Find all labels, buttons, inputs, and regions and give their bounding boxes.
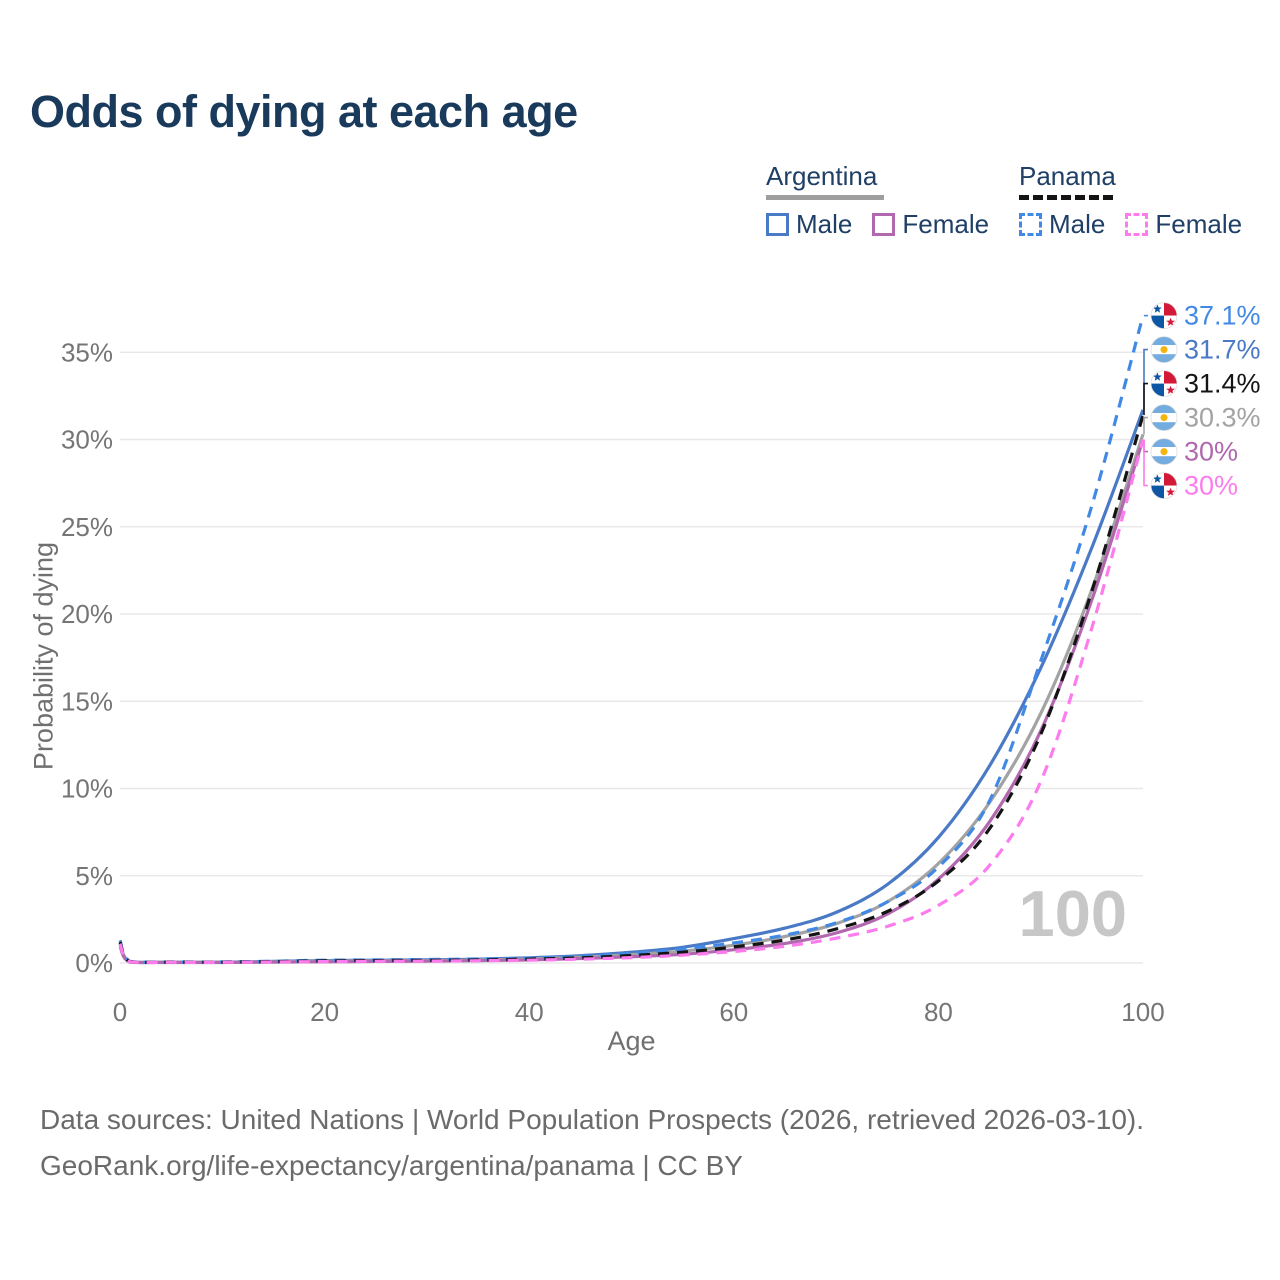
legend-item-panama-male-label: Male [1049,208,1106,239]
x-tick-20: 20 [310,997,339,1027]
legend-swatch-panama-male [1019,212,1042,236]
legend-header-panama-label: Panama [1019,161,1116,191]
footer-data-sources: Data sources: United Nations | World Pop… [40,1104,1145,1135]
legend-underline-argentina [766,194,884,200]
flag-argentina-icon [1150,438,1178,466]
legend-item-argentina-male[interactable]: Male [766,209,852,240]
x-tick-80: 80 [924,997,953,1027]
chart-grid [120,351,1143,964]
x-tick-40: 40 [515,997,544,1027]
flag-argentina-icon [1150,404,1178,432]
footer: Data sources: United Nations | World Pop… [40,1104,1144,1196]
page-title: Odds of dying at each age [30,86,578,137]
legend-item-panama-male[interactable]: Male [1019,209,1105,240]
series-line-panama-female[interactable] [118,439,1145,965]
legend-item-argentina-female[interactable]: Female [872,209,989,240]
legend-item-argentina-female-label: Female [902,208,990,239]
y-tick-35: 35% [61,337,113,367]
y-tick-25: 25% [61,512,113,542]
flag-panama-icon [1150,370,1178,398]
y-tick-20: 20% [61,599,113,629]
leader-line-panama-female [1143,439,1148,487]
legend-group-panama: Panama Male Female [1019,162,1242,240]
legend-swatch-argentina-male [766,212,789,236]
hover-age-watermark: 100 [1018,877,1127,950]
end-label-panama[interactable]: 31.4% [1184,369,1261,399]
legend-item-argentina-male-label: Male [796,208,853,239]
leader-line-panama [1143,382,1148,416]
legend-swatch-panama-female [1125,212,1149,236]
chart-axis-ticks: 0% 5% 10% 15% 20% 25% 30% 35% 0 20 40 60 80 100 [61,337,1165,1027]
legend-group-argentina: Argentina Male Female [766,162,989,240]
end-label-argentina-female[interactable]: 30% [1184,437,1238,467]
footer-attribution: GeoRank.org/life-expectancy/argentina/pa… [40,1150,743,1182]
legend-header-argentina-label: Argentina [766,161,878,191]
leader-line-argentina [1143,416,1148,435]
chart-series-lines [118,315,1145,965]
x-axis-title: Age [607,1026,656,1056]
x-tick-100: 100 [1121,997,1164,1027]
chart-end-annotations: 37.1% 31.7% 31.4% 30.3% 30% 30% [1143,301,1261,501]
legend-item-panama-female-label: Female [1155,208,1243,239]
y-tick-0: 0% [75,948,113,978]
y-tick-15: 15% [61,686,113,716]
end-label-panama-female[interactable]: 30% [1184,471,1238,501]
end-label-argentina-male[interactable]: 31.7% [1184,335,1261,365]
legend-swatch-argentina-female [872,212,896,236]
legend-item-panama-female[interactable]: Female [1125,209,1242,240]
end-label-argentina[interactable]: 30.3% [1184,403,1261,433]
legend-underline-panama [1019,194,1113,200]
x-tick-60: 60 [719,997,748,1027]
y-tick-30: 30% [61,425,113,455]
y-axis-title: Probability of dying [28,541,59,771]
flag-panama-icon [1150,472,1178,500]
x-tick-0: 0 [113,997,127,1027]
legend-header-argentina[interactable]: Argentina [766,162,989,200]
series-line-argentina-male[interactable] [118,409,1145,965]
y-tick-5: 5% [75,861,113,891]
end-label-panama-male[interactable]: 37.1% [1184,301,1261,331]
legend-header-panama[interactable]: Panama [1019,162,1242,200]
flag-panama-icon [1150,302,1178,330]
flag-argentina-icon [1150,336,1178,364]
y-tick-10: 10% [61,774,113,804]
